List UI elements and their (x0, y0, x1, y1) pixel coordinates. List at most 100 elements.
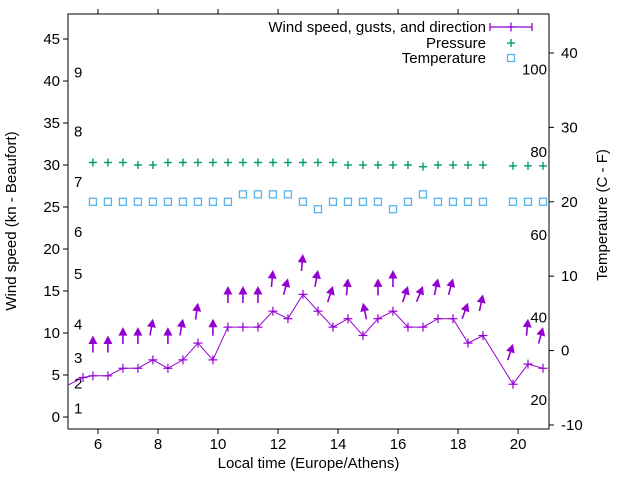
temperature-point (538, 197, 548, 206)
legend-label: Pressure (426, 35, 486, 52)
temperature-point (343, 197, 353, 206)
wind-direction-arrow (431, 278, 441, 296)
beaufort-scale-label: 5 (74, 266, 82, 283)
pressure-series (88, 158, 547, 171)
y-left-tick-label: 10 (43, 325, 60, 342)
y-right-tick-label: 30 (561, 119, 578, 136)
x-tick-label: 12 (270, 436, 287, 453)
temperature-point (523, 197, 533, 206)
wind-speed-series (67, 289, 548, 389)
x-axis-title: Local time (Europe/Athens) (218, 455, 400, 472)
temperature-point (268, 190, 278, 199)
temperature-point (208, 197, 218, 206)
temperature-point (253, 190, 263, 199)
legend-entry: Wind speed, gusts, and direction (268, 19, 533, 36)
wind-direction-arrow (163, 327, 173, 345)
y-left-tick-label: 35 (43, 115, 60, 132)
wind-direction-arrow (103, 335, 113, 353)
plot-border (67, 13, 550, 430)
temperature-point (118, 197, 128, 206)
fahrenheit-scale-label: 20 (530, 392, 547, 409)
wind-direction-arrow (506, 343, 515, 361)
y-right-tick-label: 20 (561, 194, 578, 211)
legend-temperature-sample (506, 53, 516, 63)
wind-direction-arrow (312, 270, 321, 287)
temperature-point (373, 197, 383, 206)
temperature-point (433, 197, 443, 206)
temperature-point (238, 190, 248, 199)
x-tick-label: 14 (330, 436, 347, 453)
wind-direction-arrow (192, 302, 202, 320)
temperature-point (418, 190, 428, 199)
temperature-point (403, 197, 413, 206)
x-tick-label: 10 (210, 436, 227, 453)
fahrenheit-scale-label: 100 (522, 62, 547, 79)
wind-direction-arrow (388, 270, 398, 288)
wind-direction-arrow (446, 278, 456, 296)
x-tick-label: 6 (94, 436, 102, 453)
y-left-tick-label: 45 (43, 31, 60, 48)
y-right-axis-title: Temperature (C - F) (594, 149, 611, 281)
y-right-tick-label: -10 (561, 417, 583, 434)
temperature-point (163, 197, 173, 206)
y-right-tick-label: 40 (561, 45, 578, 62)
wind-direction-arrow (522, 318, 532, 336)
y-left-axis-title: Wind speed (kn - Beaufort) (3, 131, 20, 310)
temperature-point (328, 197, 338, 206)
wind-direction-arrow (223, 285, 233, 303)
wind-direction-arrow (177, 318, 186, 336)
y-right-tick-label: 0 (561, 343, 569, 360)
x-tick-label: 16 (390, 436, 407, 453)
temperature-point (508, 197, 518, 206)
beaufort-scale-label: 2 (74, 375, 82, 392)
y-right-tick-label: 10 (561, 268, 578, 285)
wind-direction-arrow (373, 278, 383, 296)
wind-direction-arrow (476, 294, 486, 312)
legend-entry: Temperature (402, 50, 516, 67)
temperature-point (133, 197, 143, 206)
wind-direction-arrow (147, 318, 156, 336)
x-tick-label: 18 (450, 436, 467, 453)
y-axis-right: -10 0 10 20 30 40 20 40 60 80 100 Temperature (C - … (522, 45, 611, 434)
temperature-point (463, 197, 473, 206)
x-axis: 6 8 10 12 14 16 18 20 Local time (Europe/Athens) (94, 9, 527, 472)
fahrenheit-scale-label: 80 (530, 144, 547, 161)
temperature-point (283, 190, 293, 199)
wind-direction-arrow (281, 278, 291, 296)
beaufort-scale-label: 7 (74, 174, 82, 191)
beaufort-scale-label: 3 (74, 350, 82, 367)
y-left-tick-label: 25 (43, 199, 60, 216)
legend: Wind speed, gusts, and directionPressure… (268, 19, 533, 67)
wind-direction-arrow (342, 278, 352, 296)
y-left-tick-label: 30 (43, 157, 60, 174)
y-left-tick-label: 15 (43, 283, 60, 300)
temperature-point (478, 197, 488, 206)
legend-entry: Pressure (426, 35, 515, 52)
wind-direction-arrow (415, 285, 424, 303)
x-tick-label: 20 (510, 436, 527, 453)
wind-direction-arrow (536, 327, 546, 344)
wind-direction-arrow (208, 318, 218, 336)
wind-direction-arrow (297, 254, 307, 272)
temperature-point (223, 197, 233, 206)
fahrenheit-scale-label: 60 (530, 227, 547, 244)
temperature-point (358, 197, 368, 206)
y-left-tick-label: 20 (43, 241, 60, 258)
temperature-point (193, 197, 203, 206)
temperature-series (88, 190, 548, 214)
temperature-point (88, 197, 98, 206)
wind-direction-arrow (401, 285, 410, 303)
temperature-point (178, 197, 188, 206)
wind-direction-arrow (267, 270, 277, 288)
wind-direction-arrow (326, 285, 335, 303)
beaufort-scale-label: 6 (74, 224, 82, 241)
fahrenheit-scale-label: 40 (530, 310, 547, 327)
wind-direction-arrow (460, 302, 470, 320)
x-tick-label: 8 (154, 436, 162, 453)
y-left-tick-label: 40 (43, 73, 60, 90)
temperature-point (388, 205, 398, 214)
